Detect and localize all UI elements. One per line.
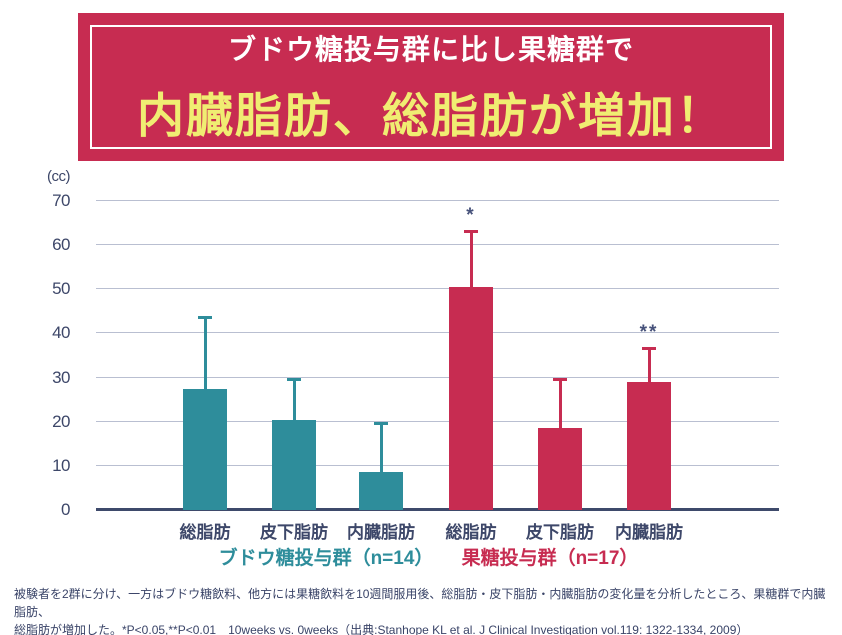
gridline (96, 464, 779, 466)
x-category-label: 内臓脂肪 (615, 523, 683, 542)
y-tick-label: 50 (52, 279, 70, 299)
significance-marker: ** (639, 321, 659, 343)
bar (272, 419, 316, 510)
bar (449, 287, 493, 510)
bar (359, 472, 403, 510)
bar (627, 382, 671, 510)
bar (538, 428, 582, 510)
error-bar-cap (374, 421, 388, 425)
gridline (96, 200, 779, 202)
y-tick-label: 10 (52, 455, 70, 475)
gridline (96, 244, 779, 246)
error-bar-cap (642, 346, 656, 350)
group-label-glucose: ブドウ糖投与群（n=14） (218, 548, 434, 569)
group-label-fructose: 果糖投与群（n=17） (461, 548, 639, 569)
gridline (96, 376, 779, 378)
error-bar-cap (553, 377, 567, 381)
error-bar-cap (287, 377, 301, 381)
y-tick-label: 70 (52, 191, 70, 211)
error-bar-stem (647, 346, 651, 382)
banner-subtitle: ブドウ糖投与群に比し果糖群で (227, 34, 634, 65)
gridline (96, 332, 779, 334)
x-category-label: 総脂肪 (445, 523, 497, 542)
error-bar-stem (292, 377, 296, 420)
x-axis-labels: 総脂肪 皮下脂肪 内臓脂肪 総脂肪 皮下脂肪 内臓脂肪 (0, 518, 842, 542)
y-tick-label: 60 (52, 235, 70, 255)
x-category-label: 総脂肪 (179, 523, 231, 542)
x-category-label: 内臓脂肪 (347, 523, 415, 542)
x-category-label: 皮下脂肪 (526, 523, 594, 542)
bar (183, 388, 227, 510)
title-banner: ブドウ糖投与群に比し果糖群で 内臓脂肪、総脂肪が増加！ (78, 13, 784, 161)
y-tick-label: 30 (52, 367, 70, 387)
error-bar-stem (203, 315, 207, 389)
gridline (96, 288, 779, 290)
x-category-label: 皮下脂肪 (260, 523, 328, 542)
gridline (96, 420, 779, 422)
y-tick-label: 20 (52, 411, 70, 431)
x-axis-line (96, 508, 779, 511)
error-bar-stem (469, 229, 473, 288)
error-bar-cap (464, 229, 478, 233)
footnote: 被験者を2群に分け、一方はブドウ糖飲料、他方には果糖飲料を10週間服用後、総脂肪… (14, 585, 832, 635)
error-bar-cap (198, 315, 212, 319)
y-axis-labels: 0 10 20 30 40 50 60 70 (28, 0, 70, 635)
error-bar-stem (379, 421, 383, 473)
error-bar-stem (558, 377, 562, 429)
footnote-line1: 被験者を2群に分け、一方はブドウ糖飲料、他方には果糖飲料を10週間服用後、総脂肪… (14, 587, 826, 619)
significance-marker: * (466, 204, 476, 226)
y-tick-label: 40 (52, 323, 70, 343)
plot-area: * ** (96, 183, 779, 511)
y-tick-label: 0 (61, 500, 70, 519)
y-axis-unit-label: (cc) (47, 168, 71, 185)
banner-headline: 内臓脂肪、総脂肪が増加！ (137, 89, 725, 142)
footnote-line2: 総脂肪が増加した。*P<0.05,**P<0.01 10weeks vs. 0w… (14, 623, 749, 635)
